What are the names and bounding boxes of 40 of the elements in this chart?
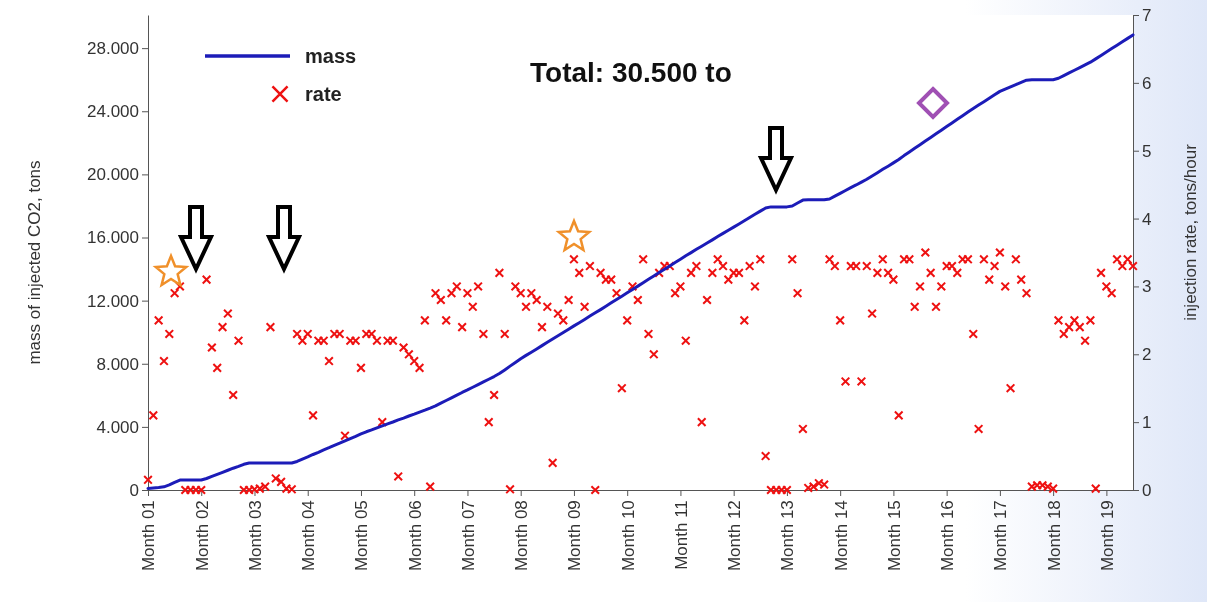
x-tick-label: Month 05 (352, 500, 372, 572)
x-tick-label: Month 04 (299, 500, 319, 572)
x-tick-label: Month 08 (512, 500, 532, 572)
y2-axis-title: injection rate, tons/hour (1181, 143, 1200, 321)
y-tick-label: 28.000 (87, 39, 139, 59)
y2-tick-label: 4 (1142, 209, 1152, 229)
y2-tick-label: 7 (1142, 5, 1152, 25)
y2-tick-label: 2 (1142, 345, 1152, 365)
x-tick-label: Month 18 (1044, 500, 1064, 572)
x-tick-label: Month 16 (938, 500, 958, 572)
x-tick-label: Month 15 (884, 500, 904, 572)
y-tick-label: 16.000 (87, 228, 139, 248)
x-tick-label: Month 17 (991, 500, 1011, 572)
x-tick-label: Month 09 (565, 500, 585, 572)
y2-tick-label: 6 (1142, 73, 1152, 93)
x-tick-label: Month 03 (245, 500, 265, 572)
y2-tick-label: 1 (1142, 413, 1152, 433)
y-tick-label: 8.000 (96, 354, 139, 374)
y2-tick-label: 0 (1142, 480, 1152, 500)
y-tick-label: 12.000 (87, 291, 139, 311)
x-tick-label: Month 11 (671, 500, 691, 570)
x-tick-label: Month 14 (831, 500, 851, 572)
y-tick-label: 20.000 (87, 165, 139, 185)
x-tick-label: Month 02 (192, 500, 212, 572)
annotation: Total: 30.500 to (530, 57, 732, 88)
y-axis-title: mass of injected CO2, tons (25, 160, 44, 365)
x-tick-label: Month 19 (1097, 500, 1117, 572)
x-tick-label: Month 01 (139, 500, 159, 572)
x-tick-label: Month 13 (778, 500, 798, 572)
y-tick-label: 0 (129, 480, 139, 500)
y2-tick-label: 3 (1142, 277, 1152, 297)
x-tick-label: Month 06 (405, 500, 425, 572)
legend-label: rate (305, 83, 342, 105)
legend-label: mass (305, 45, 357, 67)
y2-tick-label: 5 (1142, 141, 1152, 161)
y-tick-label: 24.000 (87, 102, 139, 122)
y-tick-label: 4.000 (96, 417, 139, 437)
x-tick-label: Month 12 (725, 500, 745, 572)
x-tick-label: Month 10 (618, 500, 638, 572)
x-tick-label: Month 07 (458, 500, 478, 572)
